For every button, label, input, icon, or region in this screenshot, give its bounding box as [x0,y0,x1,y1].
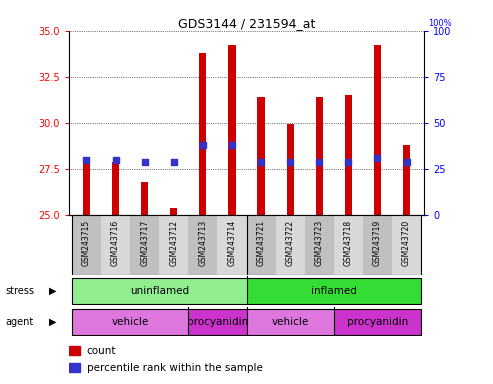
Bar [83,162,90,215]
Bar [69,363,80,372]
Bar [334,309,421,334]
Point [141,159,148,165]
Text: vehicle: vehicle [111,316,149,327]
Text: procyanidin: procyanidin [347,316,408,327]
Bar [305,215,334,275]
Text: stress: stress [5,286,34,296]
Point [199,142,207,148]
Bar [72,215,101,275]
Bar [286,124,294,215]
Text: agent: agent [5,316,33,327]
Point [228,142,236,148]
Bar [334,215,363,275]
Text: procyanidin: procyanidin [187,316,248,327]
Text: GSM243723: GSM243723 [315,220,324,266]
Bar [72,278,246,304]
Bar [101,215,130,275]
Text: inflamed: inflamed [311,286,357,296]
Bar [130,215,159,275]
Bar [69,346,80,355]
Bar [72,309,188,334]
Text: ▶: ▶ [49,286,57,296]
Bar [159,215,188,275]
Text: GSM243712: GSM243712 [169,220,178,266]
Point [345,159,352,165]
Point [316,159,323,165]
Text: 100%: 100% [428,19,452,28]
Text: GSM243714: GSM243714 [227,220,237,266]
Bar [363,215,392,275]
Text: GSM243721: GSM243721 [256,220,266,266]
Bar [392,215,421,275]
Point [257,159,265,165]
Text: percentile rank within the sample: percentile rank within the sample [87,363,263,373]
Bar [403,145,410,215]
Point [403,159,411,165]
Bar [276,215,305,275]
Bar [188,215,217,275]
Bar [188,309,246,334]
Bar [345,95,352,215]
Text: count: count [87,346,116,356]
Bar [199,53,207,215]
Bar [246,309,334,334]
Bar [228,45,236,215]
Bar [374,45,381,215]
Text: GSM243716: GSM243716 [111,220,120,266]
Bar [170,208,177,215]
Text: vehicle: vehicle [272,316,309,327]
Bar [217,215,246,275]
Text: GSM243720: GSM243720 [402,220,411,266]
Text: GSM243719: GSM243719 [373,220,382,266]
Bar [316,97,323,215]
Text: uninflamed: uninflamed [130,286,189,296]
Text: GSM243722: GSM243722 [285,220,295,266]
Text: GSM243718: GSM243718 [344,220,353,266]
Bar [257,97,265,215]
Text: ▶: ▶ [49,316,57,327]
Text: GSM243715: GSM243715 [82,220,91,266]
Text: GSM243717: GSM243717 [140,220,149,266]
Bar [141,182,148,215]
Text: GSM243713: GSM243713 [198,220,208,266]
Point [111,157,119,163]
Point [82,157,90,163]
Bar [246,215,276,275]
Bar [246,278,421,304]
Bar [112,162,119,215]
Point [286,159,294,165]
Point [170,159,177,165]
Text: GDS3144 / 231594_at: GDS3144 / 231594_at [178,17,315,30]
Point [374,155,382,161]
